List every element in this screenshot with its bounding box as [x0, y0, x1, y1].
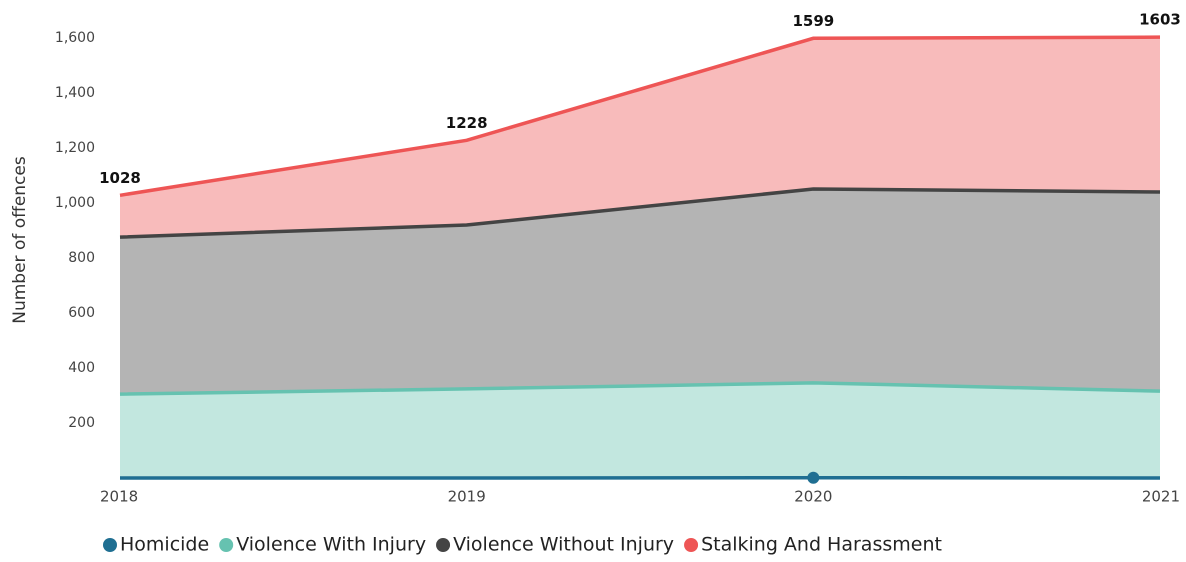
legend-marker — [219, 538, 233, 552]
y-axis-label: Number of offences — [10, 156, 30, 324]
point — [807, 472, 819, 484]
total-label: 1599 — [792, 12, 834, 30]
x-tick-label: 2020 — [794, 488, 832, 506]
y-tick-label: 1,600 — [55, 30, 95, 46]
y-tick-label: 400 — [68, 360, 95, 376]
legend-marker — [436, 538, 450, 552]
legend-marker — [684, 538, 698, 552]
total-label: 1603 — [1139, 11, 1181, 29]
x-tick-label: 2019 — [448, 488, 486, 506]
y-tick-label: 600 — [68, 305, 95, 321]
legend-label: Stalking And Harassment — [701, 534, 942, 556]
y-tick-label: 800 — [68, 250, 95, 266]
area — [120, 383, 1160, 478]
x-tick-label: 2021 — [1142, 488, 1180, 506]
y-tick-label: 1,200 — [55, 140, 95, 156]
y-tick-label: 200 — [68, 415, 95, 431]
legend-label: Homicide — [120, 534, 209, 556]
x-tick-label: 2018 — [100, 488, 138, 506]
y-tick-label: 1,400 — [55, 85, 95, 101]
legend-label: Violence Without Injury — [453, 534, 674, 556]
y-tick-label: 1,000 — [55, 195, 95, 211]
total-label: 1228 — [446, 114, 488, 132]
legend-marker — [103, 538, 117, 552]
total-label: 1028 — [99, 169, 141, 187]
legend-label: Violence With Injury — [236, 534, 426, 556]
